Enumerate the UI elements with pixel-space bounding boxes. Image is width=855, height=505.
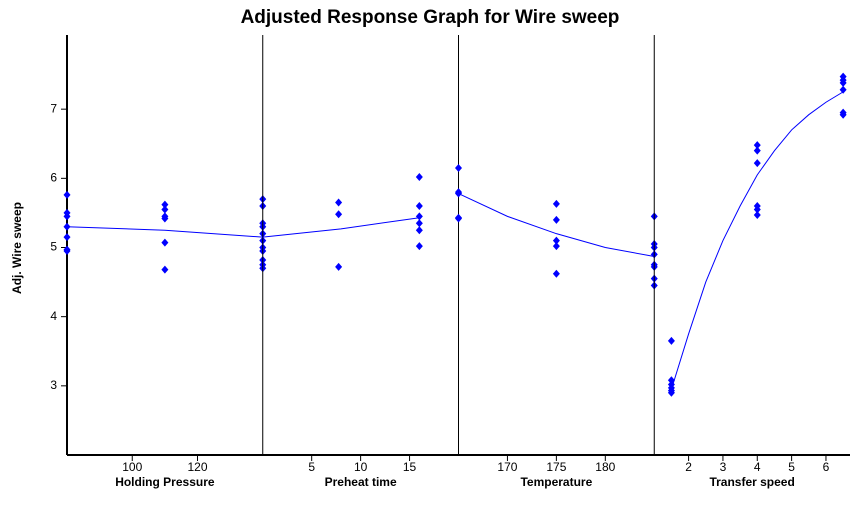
x-axis-label: Temperature bbox=[520, 475, 592, 489]
point bbox=[552, 269, 560, 278]
x-tick-label: 15 bbox=[403, 460, 417, 474]
point bbox=[753, 205, 761, 214]
point bbox=[161, 205, 169, 214]
x-tick-label: 5 bbox=[308, 460, 315, 474]
point bbox=[415, 172, 423, 181]
point bbox=[667, 336, 675, 345]
point bbox=[667, 376, 675, 385]
y-tick-label: 4 bbox=[50, 309, 57, 323]
point bbox=[415, 242, 423, 251]
point bbox=[161, 238, 169, 247]
x-tick-label: 170 bbox=[497, 460, 517, 474]
point bbox=[415, 212, 423, 221]
point bbox=[753, 210, 761, 219]
point bbox=[335, 210, 343, 219]
x-axis-label: Transfer speed bbox=[709, 475, 794, 489]
point bbox=[552, 242, 560, 251]
point bbox=[63, 212, 71, 221]
point bbox=[753, 146, 761, 155]
point bbox=[552, 199, 560, 208]
x-tick-label: 5 bbox=[788, 460, 795, 474]
fit-curve bbox=[262, 217, 420, 238]
point bbox=[455, 189, 462, 198]
point bbox=[161, 265, 169, 274]
point bbox=[415, 202, 423, 210]
point bbox=[552, 215, 560, 224]
y-tick-label: 5 bbox=[50, 240, 57, 254]
fit-curve bbox=[66, 226, 263, 238]
point bbox=[335, 262, 343, 271]
point bbox=[161, 200, 169, 209]
y-tick-label: 6 bbox=[50, 171, 57, 185]
x-tick-label: 100 bbox=[122, 460, 142, 474]
point bbox=[455, 163, 462, 172]
x-tick-label: 2 bbox=[685, 460, 692, 474]
x-tick-label: 4 bbox=[754, 460, 761, 474]
x-tick-label: 6 bbox=[823, 460, 830, 474]
fit-curve bbox=[458, 193, 655, 257]
point bbox=[335, 198, 343, 207]
point bbox=[63, 190, 71, 199]
x-tick-label: 10 bbox=[354, 460, 368, 474]
point bbox=[161, 214, 169, 223]
point bbox=[455, 214, 462, 223]
point bbox=[63, 222, 71, 231]
x-tick-label: 3 bbox=[720, 460, 727, 474]
point bbox=[415, 219, 423, 228]
point bbox=[839, 85, 847, 94]
x-tick-label: 175 bbox=[546, 460, 566, 474]
y-tick-label: 7 bbox=[50, 101, 57, 115]
fit-curve bbox=[670, 91, 844, 390]
point bbox=[667, 388, 675, 397]
chart-title: Adjusted Response Graph for Wire sweep bbox=[241, 7, 620, 28]
point bbox=[753, 141, 761, 150]
x-axis-label: Holding Pressure bbox=[115, 475, 215, 489]
x-tick-label: 180 bbox=[595, 460, 615, 474]
point bbox=[63, 246, 71, 255]
point bbox=[839, 78, 847, 87]
x-tick-label: 120 bbox=[187, 460, 207, 474]
point bbox=[839, 110, 847, 119]
point bbox=[753, 159, 761, 168]
y-axis-label: Adj. Wire sweep bbox=[10, 202, 24, 294]
point bbox=[63, 233, 71, 242]
x-axis-label: Preheat time bbox=[325, 475, 397, 489]
point bbox=[415, 226, 423, 235]
point bbox=[552, 236, 560, 245]
y-tick-label: 3 bbox=[50, 378, 57, 392]
